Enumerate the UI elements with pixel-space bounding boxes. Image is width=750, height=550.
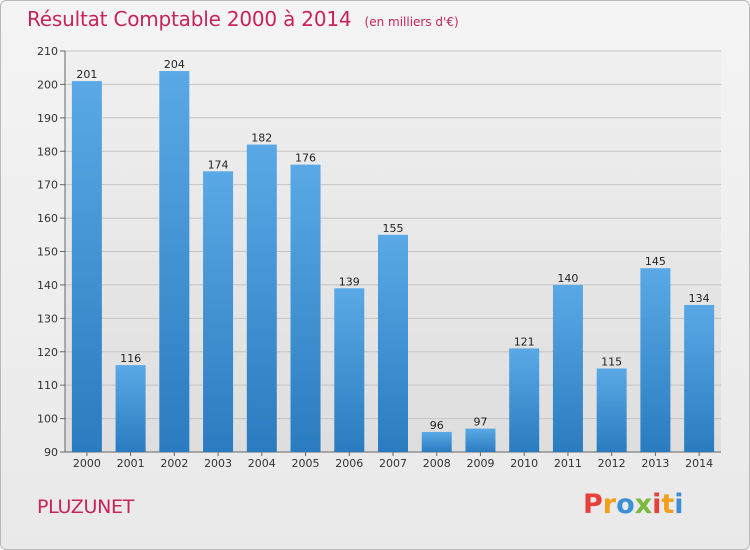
x-tick-label: 2008 [423, 457, 451, 470]
bar-value-label: 116 [120, 352, 141, 365]
y-tick-label: 100 [37, 413, 58, 426]
bar-value-label: 174 [208, 158, 229, 171]
bar-value-label: 155 [383, 222, 404, 235]
chart-title-block: Résultat Comptable 2000 à 2014 (en milli… [27, 7, 459, 31]
y-tick-label: 130 [37, 312, 58, 325]
x-tick-label: 2000 [73, 457, 101, 470]
x-tick-label: 2004 [248, 457, 276, 470]
bar [71, 81, 102, 452]
bar-value-label: 201 [76, 68, 97, 81]
y-tick-label: 120 [37, 346, 58, 359]
y-tick-label: 180 [37, 145, 58, 158]
bar [421, 431, 452, 452]
x-tick-label: 2003 [204, 457, 232, 470]
chart-title: Résultat Comptable 2000 à 2014 [27, 7, 352, 31]
bar-value-label: 204 [164, 58, 185, 71]
y-tick-label: 150 [37, 246, 58, 259]
x-tick-label: 2014 [685, 457, 713, 470]
bar-value-label: 121 [514, 335, 535, 348]
chart-subtitle: (en milliers d'€) [364, 15, 459, 29]
y-tick-label: 110 [37, 379, 58, 392]
bar-value-label: 140 [557, 272, 578, 285]
y-tick-label: 160 [37, 212, 58, 225]
logo-letter: o [616, 489, 635, 520]
bar [552, 284, 583, 452]
bar [290, 164, 321, 452]
x-tick-label: 2002 [160, 457, 188, 470]
x-tick-label: 2011 [554, 457, 582, 470]
logo-letter: P [583, 489, 603, 520]
y-tick-label: 190 [37, 112, 58, 125]
bar [465, 428, 496, 452]
bar-value-label: 97 [473, 416, 487, 429]
bar [596, 368, 627, 452]
bar [159, 71, 190, 453]
logo-letter: i [674, 489, 684, 520]
bar [509, 348, 540, 452]
bar [203, 171, 234, 453]
y-tick-label: 140 [37, 279, 58, 292]
y-tick-label: 210 [37, 45, 58, 58]
bar [640, 268, 671, 452]
x-tick-label: 2005 [292, 457, 320, 470]
x-tick-label: 2007 [379, 457, 407, 470]
y-tick-label: 200 [37, 78, 58, 91]
y-tick-label: 90 [44, 446, 58, 459]
logo-letter: r [602, 489, 617, 520]
bar [246, 144, 277, 453]
bar-value-label: 96 [430, 419, 444, 432]
bar-value-label: 182 [251, 132, 272, 145]
bar-value-label: 115 [601, 355, 622, 368]
logo-letter: i [652, 489, 662, 520]
x-tick-label: 2010 [510, 457, 538, 470]
bar-value-label: 145 [645, 255, 666, 268]
bar-value-label: 139 [339, 275, 360, 288]
x-tick-label: 2012 [598, 457, 626, 470]
commune-name: PLUZUNET [37, 496, 135, 518]
proxiti-logo: Proxiti [583, 489, 684, 520]
bar-value-label: 176 [295, 152, 316, 165]
x-tick-label: 2001 [117, 457, 145, 470]
bar [334, 288, 365, 452]
x-tick-label: 2013 [641, 457, 669, 470]
logo-letter: x [634, 489, 653, 520]
bar [684, 304, 715, 452]
x-tick-label: 2009 [466, 457, 494, 470]
logo-letter: t [661, 489, 675, 520]
x-tick-label: 2006 [335, 457, 363, 470]
y-tick-label: 170 [37, 179, 58, 192]
bar [378, 234, 408, 452]
bar [115, 365, 146, 452]
bar-value-label: 134 [689, 292, 710, 305]
